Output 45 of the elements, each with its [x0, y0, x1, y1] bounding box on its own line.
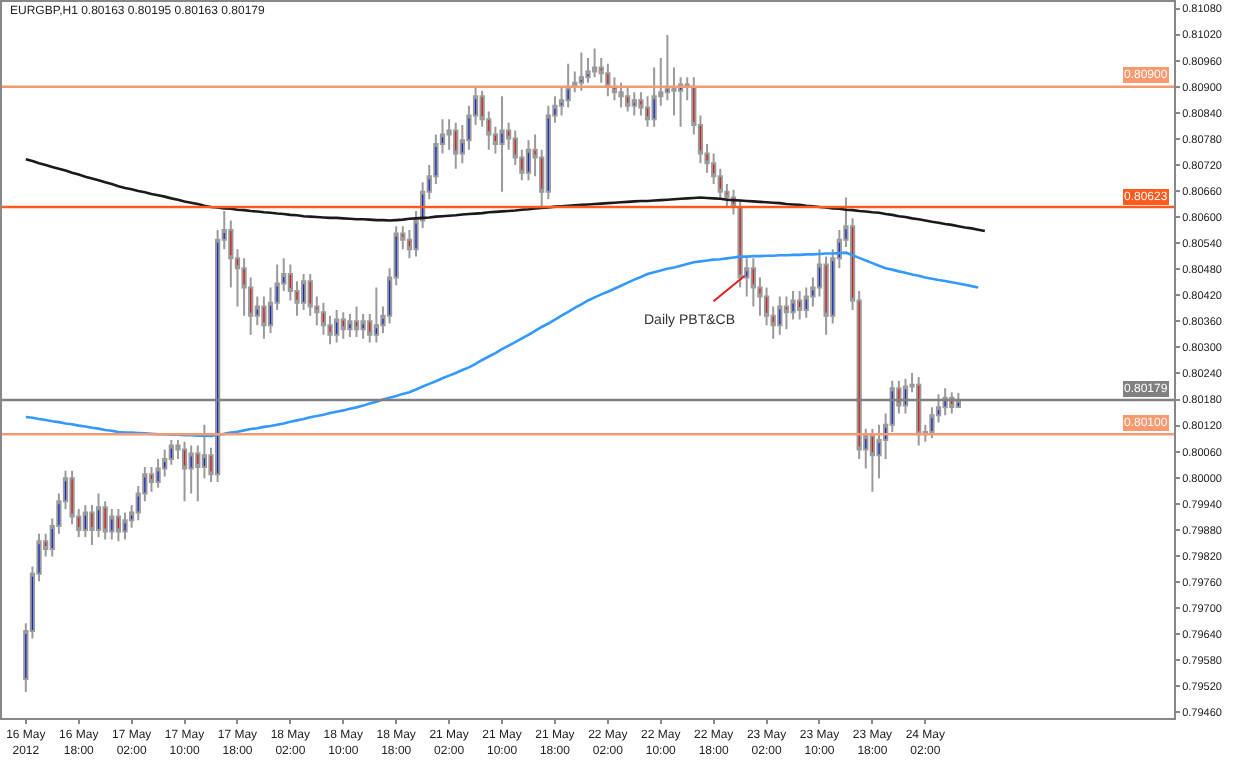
- candlestick: [625, 85, 631, 113]
- candlestick: [823, 255, 829, 336]
- candlestick: [453, 121, 459, 170]
- candlestick: [631, 91, 637, 117]
- candlestick: [188, 444, 194, 495]
- candlestick: [565, 62, 571, 109]
- candlestick: [605, 62, 611, 98]
- candlestick: [360, 312, 366, 340]
- candlestick: [102, 500, 108, 541]
- candlestick: [340, 311, 346, 340]
- candlestick: [618, 81, 624, 109]
- candlestick: [790, 289, 796, 321]
- candlestick: [545, 104, 551, 201]
- candlestick: [181, 440, 188, 503]
- candlestick: [750, 257, 756, 308]
- candlestick: [353, 305, 360, 338]
- candlestick: [578, 51, 584, 92]
- candlestick: [797, 289, 803, 321]
- candlestick: [499, 95, 505, 193]
- candlestick: [677, 76, 684, 128]
- candlestick: [942, 387, 948, 417]
- candlestick: [525, 139, 532, 182]
- candlestick: [777, 295, 783, 336]
- candlestick: [115, 508, 122, 543]
- candlestick: [307, 272, 313, 317]
- candlestick: [592, 47, 598, 79]
- candlestick: [320, 301, 327, 336]
- candlestick: [373, 286, 379, 344]
- candlestick: [109, 508, 115, 541]
- candlestick: [155, 458, 161, 489]
- candlestick: [783, 295, 790, 331]
- candlestick: [347, 312, 353, 338]
- candlestick: [902, 377, 909, 415]
- line-series: [24, 251, 980, 438]
- line-series: [24, 157, 987, 233]
- candlestick: [334, 309, 340, 344]
- candlestick: [82, 504, 88, 539]
- candlestick: [916, 375, 922, 447]
- candlestick: [95, 492, 102, 539]
- candlestick: [651, 66, 657, 128]
- candlestick: [261, 295, 267, 340]
- candlestick: [869, 427, 876, 493]
- candlestick: [148, 465, 155, 493]
- candlestick: [122, 511, 128, 541]
- candlestick: [300, 272, 307, 312]
